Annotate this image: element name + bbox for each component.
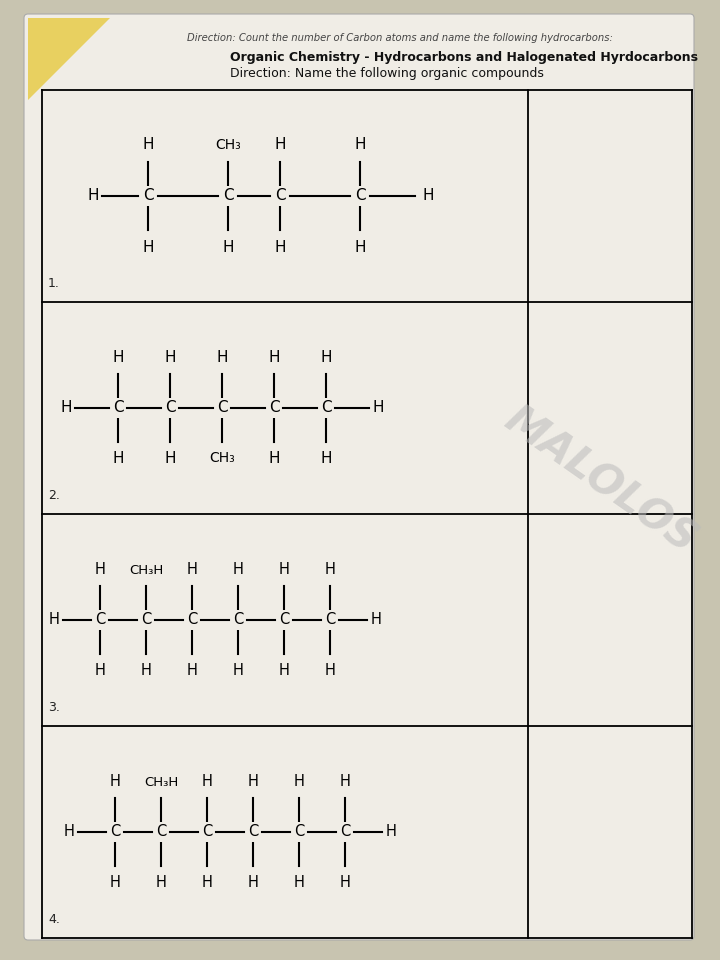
Text: CH₃: CH₃ bbox=[209, 451, 235, 465]
Text: H: H bbox=[279, 663, 289, 678]
Text: H: H bbox=[294, 774, 305, 789]
Text: H: H bbox=[340, 774, 351, 789]
Text: H: H bbox=[94, 562, 105, 577]
Text: H: H bbox=[109, 875, 120, 890]
Text: H: H bbox=[233, 562, 243, 577]
Text: C: C bbox=[165, 400, 175, 416]
Text: H: H bbox=[202, 774, 212, 789]
Text: H: H bbox=[164, 451, 176, 466]
Text: CH₃H: CH₃H bbox=[129, 564, 163, 577]
Polygon shape bbox=[28, 18, 110, 100]
Text: H: H bbox=[269, 350, 280, 365]
Text: H: H bbox=[340, 875, 351, 890]
Text: C: C bbox=[340, 825, 350, 839]
Text: H: H bbox=[94, 663, 105, 678]
Text: C: C bbox=[156, 825, 166, 839]
Text: Direction: Count the number of Carbon atoms and name the following hydrocarbons:: Direction: Count the number of Carbon at… bbox=[187, 33, 613, 43]
Text: C: C bbox=[202, 825, 212, 839]
Text: 3.: 3. bbox=[48, 701, 60, 714]
Text: H: H bbox=[186, 663, 197, 678]
Text: Direction: Name the following organic compounds: Direction: Name the following organic co… bbox=[230, 67, 544, 81]
Text: H: H bbox=[109, 774, 120, 789]
Text: C: C bbox=[325, 612, 335, 628]
Text: H: H bbox=[274, 137, 286, 152]
Text: H: H bbox=[112, 350, 124, 365]
Text: C: C bbox=[320, 400, 331, 416]
Text: C: C bbox=[141, 612, 151, 628]
Text: H: H bbox=[156, 875, 166, 890]
Text: H: H bbox=[186, 562, 197, 577]
Text: H: H bbox=[294, 875, 305, 890]
Text: H: H bbox=[386, 825, 397, 839]
Text: Organic Chemistry - Hydrocarbons and Halogenated Hyrdocarbons: Organic Chemistry - Hydrocarbons and Hal… bbox=[230, 52, 698, 64]
Text: 4.: 4. bbox=[48, 913, 60, 926]
Text: C: C bbox=[143, 188, 153, 204]
Text: 2.: 2. bbox=[48, 489, 60, 502]
Text: C: C bbox=[269, 400, 279, 416]
Text: C: C bbox=[275, 188, 285, 204]
Text: C: C bbox=[233, 612, 243, 628]
Text: H: H bbox=[143, 240, 154, 255]
Text: C: C bbox=[187, 612, 197, 628]
Text: H: H bbox=[372, 400, 384, 416]
Text: H: H bbox=[233, 663, 243, 678]
Text: H: H bbox=[112, 451, 124, 466]
Text: H: H bbox=[143, 137, 154, 152]
Text: H: H bbox=[63, 825, 74, 839]
Text: C: C bbox=[248, 825, 258, 839]
Text: H: H bbox=[320, 451, 332, 466]
Text: H: H bbox=[60, 400, 72, 416]
Text: MALOLOS: MALOLOS bbox=[496, 398, 704, 562]
Text: H: H bbox=[248, 875, 258, 890]
Text: H: H bbox=[325, 663, 336, 678]
Text: C: C bbox=[355, 188, 365, 204]
Text: H: H bbox=[164, 350, 176, 365]
Text: H: H bbox=[140, 663, 151, 678]
Text: H: H bbox=[354, 240, 366, 255]
Text: H: H bbox=[222, 240, 234, 255]
Text: C: C bbox=[110, 825, 120, 839]
Text: H: H bbox=[248, 774, 258, 789]
Text: H: H bbox=[325, 562, 336, 577]
Text: 1.: 1. bbox=[48, 277, 60, 290]
Text: C: C bbox=[279, 612, 289, 628]
Text: CH₃H: CH₃H bbox=[144, 776, 178, 789]
Text: C: C bbox=[222, 188, 233, 204]
Text: C: C bbox=[95, 612, 105, 628]
Text: H: H bbox=[87, 188, 99, 204]
Text: H: H bbox=[354, 137, 366, 152]
Text: H: H bbox=[216, 350, 228, 365]
Text: H: H bbox=[202, 875, 212, 890]
Text: H: H bbox=[422, 188, 433, 204]
Text: H: H bbox=[269, 451, 280, 466]
FancyBboxPatch shape bbox=[24, 14, 694, 940]
Text: H: H bbox=[48, 612, 60, 628]
Text: CH₃: CH₃ bbox=[215, 138, 241, 152]
Text: C: C bbox=[217, 400, 228, 416]
Text: H: H bbox=[274, 240, 286, 255]
Text: C: C bbox=[294, 825, 304, 839]
Text: H: H bbox=[371, 612, 382, 628]
Text: C: C bbox=[113, 400, 123, 416]
Text: H: H bbox=[279, 562, 289, 577]
Text: H: H bbox=[320, 350, 332, 365]
